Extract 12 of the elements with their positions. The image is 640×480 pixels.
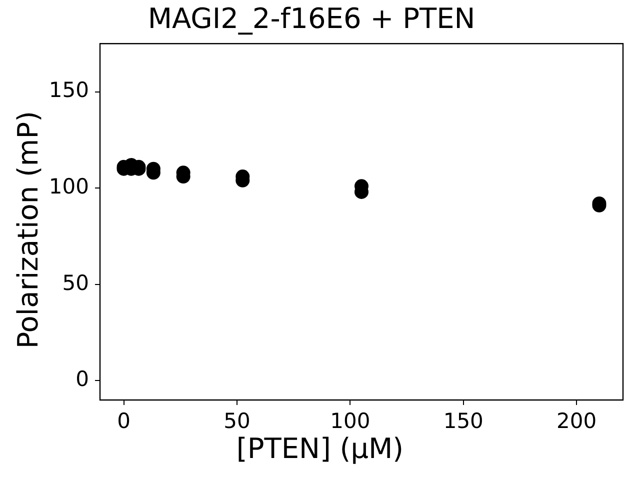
- y-axis-title: Polarization (mP): [11, 110, 44, 349]
- x-tick-label: 200: [556, 409, 597, 434]
- chart-title: MAGI2_2-f16E6 + PTEN: [148, 2, 476, 36]
- y-tick-label: 50: [62, 270, 89, 295]
- y-tick-label: 100: [48, 174, 89, 199]
- x-tick-label: 100: [330, 409, 370, 434]
- x-tick-label: 150: [443, 409, 484, 434]
- y-tick-label: 0: [76, 367, 89, 392]
- x-tick-label: 0: [117, 409, 130, 434]
- y-tick-label: 150: [48, 78, 89, 102]
- x-tick-label: 50: [224, 409, 250, 434]
- x-axis-title: [PTEN] (µM): [236, 432, 404, 465]
